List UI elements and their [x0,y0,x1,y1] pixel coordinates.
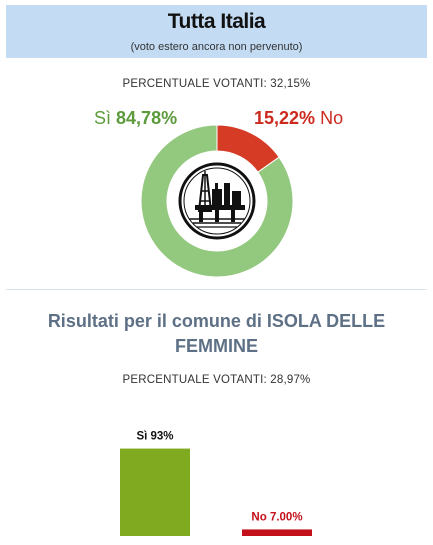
national-turnout-label: PERCENTUALE VOTANTI: 32,15% [122,78,311,90]
comune-bar-chart: Sì 93% No 7.00% [120,431,312,536]
national-no-label: 15,22% No [254,108,343,129]
comune-section-title: Risultati per il comune di ISOLA DELLE F… [47,311,386,356]
donut-slice-yes [141,125,293,277]
national-no-word: No [320,108,344,128]
comune-turnout-label: PERCENTUALE VOTANTI: 28,97% [122,374,311,386]
bar-group: Sì 93% No 7.00% [120,431,312,536]
bar-yes [120,448,190,536]
donut-slices [141,125,293,277]
section-divider [6,289,427,290]
national-yes-value: 84,78% [116,108,178,128]
national-yes-word: Sì [94,108,112,128]
bar-no [242,529,312,536]
bar-no-label: No 7.00% [251,511,302,523]
comune-turnout: PERCENTUALE VOTANTI: 28,97% [0,374,433,386]
page-subtitle: (voto estero ancora non pervenuto) [130,41,303,53]
national-donut-chart [141,125,293,277]
bar-yes-label: Sì 93% [136,431,173,443]
oil-platform-icon [177,161,257,241]
page-title: Tutta Italia [167,10,266,33]
national-turnout: PERCENTUALE VOTANTI: 32,15% [0,78,433,90]
header-banner: Tutta Italia (voto estero ancora non per… [6,5,427,58]
national-no-value: 15,22% [254,108,316,128]
national-yes-label: Sì 84,78% [94,108,177,129]
